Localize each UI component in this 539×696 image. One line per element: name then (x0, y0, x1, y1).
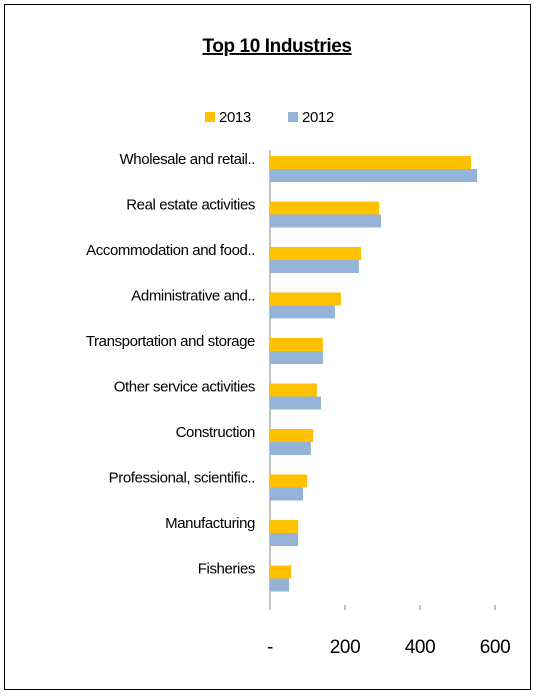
y-tick-label: Professional, scientific.. (109, 469, 255, 486)
chart-border (4, 4, 531, 690)
legend-swatch (288, 112, 298, 122)
bar (270, 305, 335, 319)
x-tick-label: 200 (330, 637, 361, 658)
legend-label: 2012 (302, 109, 334, 126)
bar (270, 565, 291, 579)
bar (270, 383, 317, 397)
y-tick-label: Administrative and.. (131, 287, 255, 304)
y-tick-label: Manufacturing (165, 515, 255, 532)
x-tick-label: - (267, 637, 273, 658)
bar (270, 429, 314, 442)
bar (270, 474, 308, 488)
bar (270, 487, 303, 501)
y-tick-label: Accommodation and food.. (86, 242, 255, 259)
y-tick-label: Transportation and storage (86, 333, 255, 350)
legend-swatch (205, 112, 215, 122)
bar (270, 292, 341, 306)
bar (270, 260, 359, 273)
bar (270, 533, 299, 546)
bar (270, 396, 321, 410)
chart-title: Top 10 Industries (202, 36, 351, 57)
y-tick-label: Other service activities (114, 378, 255, 395)
y-tick-label: Construction (176, 424, 255, 441)
x-tick-label: 600 (480, 637, 511, 658)
y-tick-label: Fisheries (198, 560, 255, 577)
legend-label: 2013 (219, 109, 251, 126)
bar (270, 442, 311, 455)
y-tick-label: Wholesale and retail.. (120, 151, 255, 168)
bar (270, 351, 323, 364)
bar (270, 201, 380, 215)
bar (270, 156, 471, 169)
bar (270, 214, 381, 228)
bar (270, 520, 299, 533)
bar (270, 338, 323, 351)
bar (270, 247, 362, 260)
bar (270, 578, 290, 592)
x-tick-label: 400 (405, 637, 436, 658)
bar (270, 169, 477, 182)
y-tick-label: Real estate activities (126, 196, 255, 213)
